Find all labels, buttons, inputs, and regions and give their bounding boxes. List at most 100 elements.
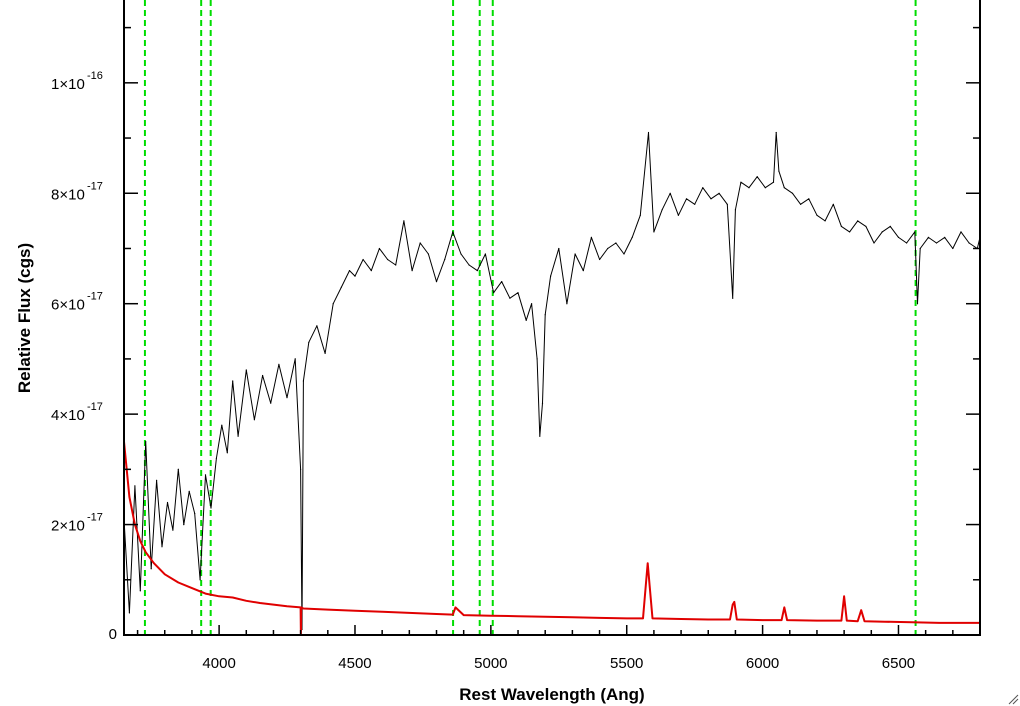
series-0-point-43 — [395, 264, 397, 266]
series-0-point-27 — [286, 397, 288, 399]
series-0-point-33 — [316, 325, 318, 327]
series-0-point-85 — [710, 198, 712, 200]
series-1-point-30 — [544, 616, 546, 618]
series-0-point-107 — [865, 225, 867, 227]
series-0-point-6 — [156, 479, 158, 481]
series-0-point-10 — [177, 468, 179, 470]
series-1-point-13 — [259, 602, 261, 604]
series-0-point-32 — [308, 341, 310, 343]
series-0-point-47 — [427, 253, 429, 255]
series-1-point-46 — [781, 619, 783, 621]
series-0-point-73 — [615, 242, 617, 244]
series-0-point-111 — [897, 236, 900, 238]
y-tick-label: 2×10 — [51, 518, 85, 535]
series-1-point-23 — [408, 612, 410, 614]
series-1-point-4 — [145, 551, 147, 553]
series-0-point-101 — [816, 214, 818, 216]
y-tick-exponent: -17 — [87, 512, 103, 524]
series-0-point-64 — [544, 314, 546, 316]
series-0-point-1 — [128, 612, 130, 614]
series-0-point-94 — [772, 181, 775, 183]
y-tick-label: 6×10 — [51, 297, 85, 314]
y-tick-exponent: -16 — [87, 70, 103, 82]
x-tick-labels: 4000 4500 5000 5500 6000 6500 — [202, 655, 915, 672]
series-0-point-116 — [927, 236, 930, 238]
series-0-point-78 — [653, 231, 655, 233]
series-0-point-103 — [832, 203, 834, 205]
series-0-point-22 — [245, 369, 247, 371]
series-line-1 — [123, 441, 980, 636]
series-0-point-36 — [340, 286, 342, 288]
series-0-point-81 — [677, 214, 680, 216]
series-0-point-102 — [824, 220, 826, 222]
series-0-point-24 — [262, 374, 264, 377]
y-tick-label: 8×10 — [51, 186, 85, 203]
series-1-point-27 — [463, 614, 465, 616]
series-1-point-21 — [354, 610, 356, 612]
series-0-point-68 — [574, 253, 576, 255]
y-tick-label: 1×10 — [51, 76, 85, 93]
series-0-point-75 — [631, 236, 633, 238]
series-0-point-42 — [387, 258, 389, 261]
y-tick-label: 0 — [109, 626, 117, 643]
series-0-point-50 — [452, 231, 454, 233]
series-0-point-5 — [150, 568, 152, 570]
series-1-point-25 — [452, 614, 454, 616]
series-0-point-105 — [849, 231, 851, 233]
series-1-point-26 — [454, 606, 457, 609]
series-0-point-25 — [270, 402, 272, 404]
y-tick-label: 4×10 — [51, 407, 85, 424]
series-1-point-8 — [191, 587, 193, 589]
series-0-point-114 — [916, 303, 919, 305]
series-1-point-36 — [647, 562, 649, 564]
series-1-point-29 — [517, 615, 519, 617]
series-layer — [123, 131, 981, 636]
series-0-point-74 — [623, 253, 625, 255]
series-1-point-56 — [884, 621, 886, 623]
series-0-point-67 — [566, 303, 568, 305]
series-0-point-72 — [607, 247, 609, 250]
series-0-point-49 — [444, 258, 446, 261]
series-0-point-87 — [726, 203, 728, 205]
series-0-point-31 — [302, 380, 304, 382]
series-0-point-63 — [541, 402, 544, 404]
series-0-point-35 — [332, 303, 334, 305]
emission-line-markers — [143, 0, 917, 635]
series-1-point-47 — [783, 606, 785, 609]
series-1-point-5 — [153, 562, 155, 564]
y-tick-labels: 02×10 -174×10 -176×10 -178×10 -171×10 -16 — [51, 70, 117, 643]
series-1-point-6 — [164, 573, 166, 575]
series-0-point-28 — [294, 358, 296, 360]
plot-frame — [123, 0, 981, 636]
y-tick-exponent: -17 — [87, 401, 103, 413]
series-0-point-88 — [732, 297, 734, 299]
series-0-point-38 — [354, 275, 356, 277]
series-0-point-109 — [881, 231, 883, 233]
series-0-point-84 — [702, 187, 704, 189]
axis-ticks — [124, 26, 981, 636]
series-0-point-18 — [221, 424, 223, 426]
series-1-point-19 — [302, 607, 304, 610]
series-1-point-51 — [843, 595, 845, 597]
series-0-point-54 — [484, 253, 486, 255]
series-1-point-41 — [729, 618, 731, 621]
series-0-point-120 — [960, 231, 962, 233]
series-0-point-56 — [501, 281, 503, 283]
x-tick-label: 4500 — [338, 655, 371, 672]
series-1-point-40 — [707, 618, 709, 621]
series-1-point-55 — [863, 620, 866, 622]
series-1-point-12 — [245, 600, 247, 602]
series-0-point-37 — [348, 270, 351, 272]
series-0-point-51 — [460, 253, 462, 255]
series-1-point-37 — [649, 584, 651, 586]
series-1-point-39 — [680, 618, 682, 620]
series-1-point-53 — [857, 620, 859, 622]
series-0-point-65 — [550, 275, 552, 277]
series-0-point-52 — [468, 264, 470, 266]
series-1-point-7 — [177, 581, 179, 584]
series-0-point-26 — [278, 363, 280, 365]
series-0-point-19 — [226, 452, 228, 454]
series-0-point-106 — [857, 220, 859, 222]
y-tick-exponent: -17 — [87, 180, 103, 192]
